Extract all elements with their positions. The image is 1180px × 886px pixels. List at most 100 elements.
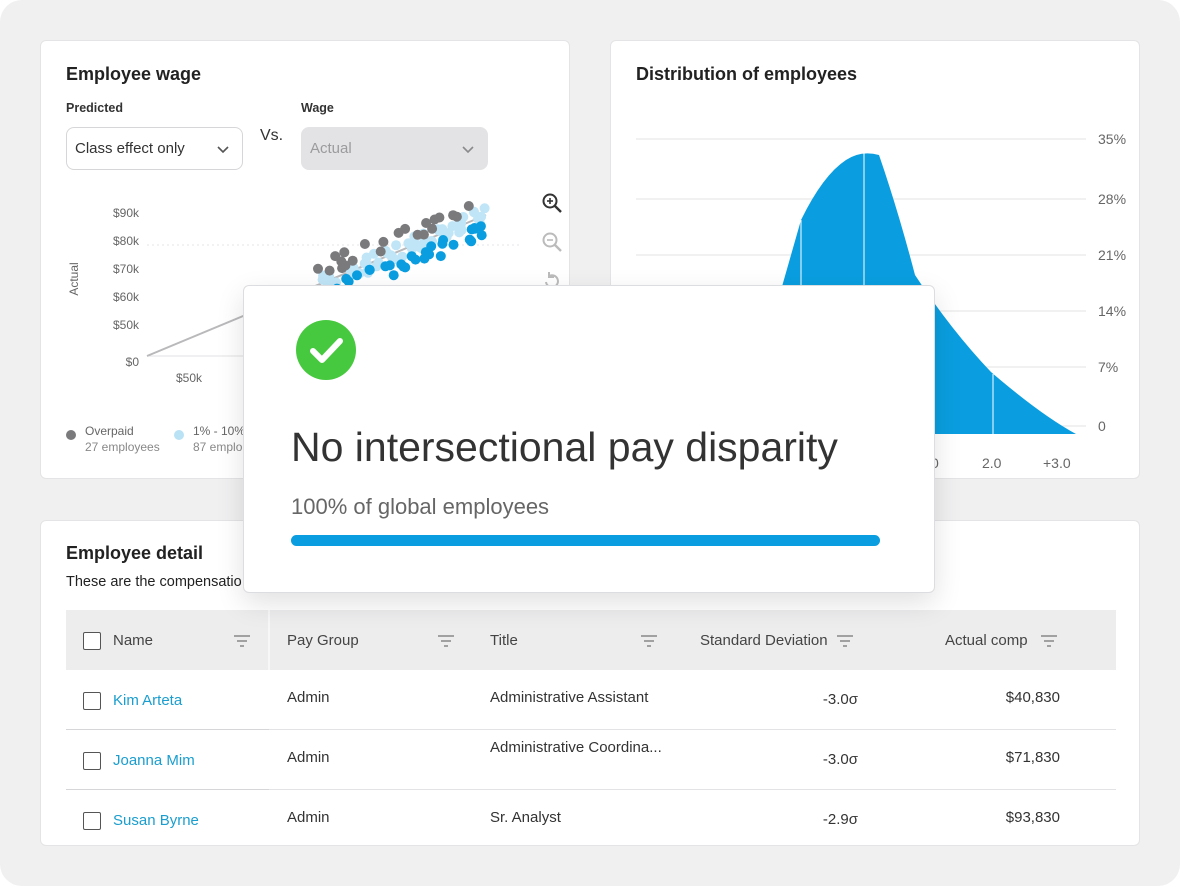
employee-detail-subtitle: These are the compensatio bbox=[66, 574, 242, 590]
y-tick-label: 35% bbox=[1098, 131, 1126, 147]
y-tick-label: 7% bbox=[1098, 359, 1118, 375]
wage-select[interactable]: Actual bbox=[301, 127, 488, 170]
std-dev-cell: -2.9σ bbox=[822, 811, 858, 828]
legend-item-overpaid: Overpaid 27 employees bbox=[66, 423, 176, 457]
title-cell: Sr. Analyst bbox=[490, 809, 561, 826]
row-divider bbox=[269, 729, 1116, 730]
scatter-point bbox=[411, 240, 422, 250]
row-checkbox[interactable] bbox=[83, 692, 101, 710]
scatter-point bbox=[343, 276, 354, 287]
scatter-point bbox=[375, 246, 386, 257]
chevron-down-icon bbox=[462, 146, 474, 154]
select-all-checkbox[interactable] bbox=[83, 632, 101, 650]
scatter-point bbox=[313, 263, 323, 274]
scatter-point bbox=[435, 251, 446, 262]
column-header-name[interactable]: Name bbox=[113, 632, 154, 649]
table-header: Name Pay Group Title Standard Deviation … bbox=[66, 610, 1116, 670]
legend-label: Overpaid bbox=[85, 424, 134, 438]
x-tick-label: $50k bbox=[176, 371, 203, 385]
y-tick-label: $70k bbox=[113, 262, 140, 276]
scatter-point bbox=[466, 236, 477, 247]
scatter-point bbox=[412, 229, 423, 240]
legend-item-1-10: 1% - 10% 87 emplo bbox=[174, 423, 284, 457]
wage-select-value: Actual bbox=[310, 140, 352, 157]
legend-label: 1% - 10% bbox=[193, 424, 246, 438]
filter-icon[interactable] bbox=[640, 634, 658, 648]
y-tick-label: 28% bbox=[1098, 191, 1126, 207]
legend-count: 87 emplo bbox=[193, 440, 243, 454]
employee-name-link[interactable]: Joanna Mim bbox=[113, 752, 195, 769]
scatter-point bbox=[324, 265, 335, 276]
filter-icon[interactable] bbox=[836, 634, 854, 648]
row-divider bbox=[66, 789, 269, 790]
zoom-out-icon[interactable] bbox=[541, 231, 563, 253]
column-header-actual-comp[interactable]: Actual comp bbox=[945, 632, 1028, 649]
legend-count: 27 employees bbox=[85, 440, 160, 454]
scatter-point bbox=[391, 240, 402, 251]
y-tick-label: $0 bbox=[126, 355, 140, 369]
scatter-point bbox=[476, 230, 487, 241]
row-checkbox[interactable] bbox=[83, 812, 101, 830]
distribution-title: Distribution of employees bbox=[636, 64, 858, 84]
actual-comp-cell: $93,830 bbox=[1005, 809, 1060, 826]
scatter-point bbox=[398, 261, 409, 272]
y-ticks: $90k $80k $70k $60k $50k $0 bbox=[113, 206, 140, 369]
scatter-point bbox=[330, 251, 341, 262]
row-checkbox[interactable] bbox=[83, 752, 101, 770]
employee-wage-card: Employee wage Predicted Class effect onl… bbox=[40, 40, 570, 479]
filter-icon[interactable] bbox=[233, 634, 251, 648]
employee-name-link[interactable]: Susan Byrne bbox=[113, 812, 199, 829]
row-divider bbox=[66, 729, 269, 730]
actual-comp-cell: $40,830 bbox=[1005, 689, 1060, 706]
predicted-select[interactable]: Class effect only bbox=[66, 127, 243, 170]
scatter-point bbox=[388, 270, 399, 281]
y-axis-label: Actual bbox=[67, 262, 81, 295]
scatter-point bbox=[347, 255, 358, 266]
scatter-point bbox=[339, 247, 350, 258]
scatter-point bbox=[359, 239, 370, 249]
std-dev-cell: -3.0σ bbox=[822, 691, 858, 708]
x-tick-label: 0 bbox=[931, 455, 939, 471]
y-tick-label: $80k bbox=[113, 234, 140, 248]
predicted-label: Predicted bbox=[66, 101, 123, 115]
filter-icon[interactable] bbox=[1040, 634, 1058, 648]
scatter-point bbox=[420, 247, 431, 258]
scatter-point bbox=[340, 260, 351, 271]
result-title: No intersectional pay disparity bbox=[291, 424, 838, 470]
y-tick-label: 14% bbox=[1098, 303, 1126, 319]
scatter-point bbox=[364, 264, 375, 275]
filter-icon[interactable] bbox=[437, 634, 455, 648]
row-divider bbox=[269, 789, 1116, 790]
scatter-point bbox=[463, 201, 474, 211]
scatter-point bbox=[437, 238, 448, 249]
x-tick-label: 2.0 bbox=[982, 455, 1002, 471]
chevron-down-icon bbox=[217, 146, 229, 154]
actual-comp-cell: $71,830 bbox=[1005, 749, 1060, 766]
predicted-select-value: Class effect only bbox=[75, 140, 185, 157]
y-tick-label: $50k bbox=[113, 318, 140, 332]
scatter-point bbox=[469, 223, 480, 234]
column-divider bbox=[268, 610, 270, 670]
zoom-in-icon[interactable] bbox=[541, 192, 563, 214]
std-dev-cell: -3.0σ bbox=[822, 751, 858, 768]
overpaid-dot bbox=[66, 430, 76, 440]
scatter-point bbox=[479, 203, 490, 214]
column-header-std-dev[interactable]: Standard Deviation bbox=[700, 632, 828, 649]
x-tick-label: +3.0 bbox=[1043, 455, 1071, 471]
y-tick-label: 0 bbox=[1098, 418, 1106, 434]
coverage-progress-bar bbox=[291, 535, 880, 546]
scatter-point bbox=[421, 218, 432, 228]
scatter-point bbox=[454, 227, 465, 238]
column-header-pay-group[interactable]: Pay Group bbox=[287, 632, 359, 649]
scatter-points bbox=[313, 201, 490, 294]
scatter-point bbox=[448, 239, 459, 250]
vs-label: Vs. bbox=[260, 127, 284, 144]
column-header-title[interactable]: Title bbox=[490, 632, 518, 649]
pay-group-cell: Admin bbox=[287, 689, 330, 706]
scatter-point bbox=[397, 251, 408, 262]
wage-scatter-chart: Actual $90k $80k $70k $60k $50k $0 $50k bbox=[67, 201, 521, 385]
employee-name-link[interactable]: Kim Arteta bbox=[113, 692, 183, 709]
employee-wage-title: Employee wage bbox=[66, 64, 202, 84]
pay-disparity-result-card: No intersectional pay disparity 100% of … bbox=[243, 285, 935, 593]
